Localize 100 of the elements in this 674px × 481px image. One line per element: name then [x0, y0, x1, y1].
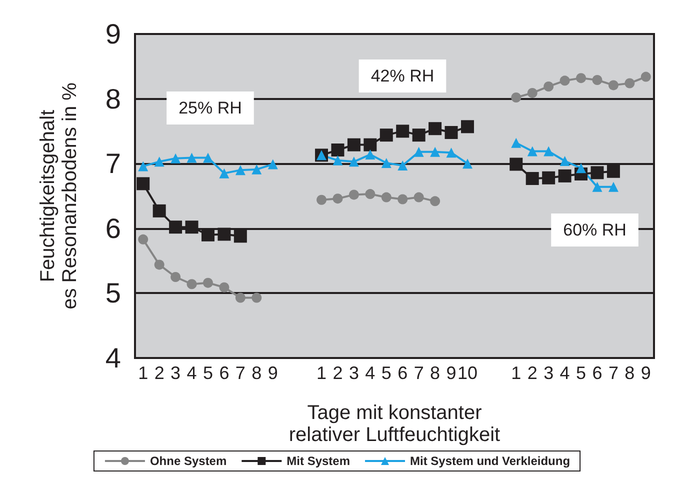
- point: [316, 194, 327, 205]
- x-tick-label: 9: [640, 363, 651, 383]
- point: [235, 292, 246, 303]
- x-tick-label: 4: [186, 363, 197, 383]
- point: [252, 164, 262, 174]
- point: [348, 156, 359, 167]
- point: [430, 146, 440, 157]
- x-tick-label: 7: [235, 363, 246, 383]
- point: [428, 122, 442, 136]
- x-tick-label: 1: [138, 363, 148, 383]
- point: [348, 190, 359, 200]
- x-tick-label: 4: [365, 363, 376, 383]
- x-tick-label: 1: [316, 363, 327, 383]
- point: [365, 150, 376, 160]
- x-tick-label: 7: [414, 363, 424, 383]
- annotation: 42% RH: [370, 66, 434, 86]
- x-tick-label: 8: [430, 363, 440, 383]
- point: [235, 165, 246, 176]
- x-axis-title: Tage mit konstanter relativer Luftfeuchtigkeit: [288, 402, 501, 446]
- point: [544, 146, 554, 156]
- point: [364, 138, 377, 152]
- point: [252, 292, 262, 303]
- point: [136, 177, 150, 190]
- point: [365, 189, 376, 200]
- x-tick-label: 3: [544, 363, 554, 383]
- y-tick-label: 5: [105, 278, 121, 309]
- annotation: 25% RH: [178, 98, 242, 118]
- point: [511, 138, 522, 148]
- point: [380, 128, 393, 142]
- x-tick-label: 5: [202, 363, 213, 383]
- point: [234, 230, 247, 243]
- point: [527, 88, 538, 98]
- point: [170, 272, 181, 282]
- point: [558, 169, 572, 182]
- x-tick-label: 6: [398, 363, 408, 383]
- point: [332, 155, 343, 166]
- point: [218, 228, 231, 241]
- x-tick-label: 3: [348, 363, 359, 383]
- point: [590, 166, 604, 180]
- point: [608, 80, 618, 90]
- point: [398, 194, 408, 204]
- point: [185, 220, 198, 234]
- point: [219, 168, 230, 178]
- x-tick-label: 8: [252, 363, 262, 383]
- y-tick-label: 6: [105, 212, 121, 244]
- x-tick-label: 5: [576, 363, 586, 383]
- point: [430, 196, 440, 206]
- point: [640, 72, 651, 82]
- point: [186, 152, 197, 163]
- point: [414, 192, 424, 202]
- x-tick-label: 5: [381, 363, 392, 383]
- point: [462, 158, 472, 169]
- point: [154, 260, 164, 270]
- x-tick-label: 2: [154, 363, 164, 383]
- x-tick-label: 2: [332, 363, 343, 383]
- point: [542, 171, 556, 184]
- point: [186, 279, 197, 290]
- point: [510, 158, 523, 171]
- point: [152, 204, 166, 218]
- point: [511, 92, 522, 102]
- legend-label: Mit System: [286, 454, 350, 468]
- x-tick-label: 9: [446, 363, 456, 383]
- point: [624, 78, 635, 88]
- point: [332, 194, 343, 204]
- y-tick-label: 7: [105, 148, 121, 180]
- point: [526, 172, 539, 186]
- point: [381, 192, 392, 202]
- legend-label: Mit System und Verkleidung: [410, 454, 570, 468]
- point: [201, 228, 214, 242]
- point: [381, 158, 392, 168]
- x-tick-label: 6: [219, 363, 230, 383]
- x-tick-label: 9: [268, 363, 278, 383]
- y-tick-label: 9: [105, 18, 121, 50]
- point: [138, 161, 148, 172]
- annotation: 60% RH: [563, 220, 626, 240]
- point: [331, 143, 344, 156]
- point: [592, 182, 602, 192]
- point: [544, 81, 554, 92]
- point: [138, 234, 148, 244]
- point: [608, 182, 618, 192]
- point: [606, 164, 620, 178]
- point: [202, 278, 213, 288]
- x-tick-label: 4: [560, 363, 570, 383]
- point: [412, 128, 426, 142]
- point: [398, 160, 408, 171]
- point: [202, 152, 213, 163]
- point: [560, 156, 570, 166]
- x-tick-label: 8: [624, 363, 635, 383]
- point: [219, 282, 230, 292]
- x-tick-label: 2: [527, 363, 538, 383]
- point: [576, 73, 586, 84]
- y-tick-label: 8: [105, 83, 121, 114]
- point: [154, 156, 164, 167]
- point: [592, 75, 602, 86]
- x-tick-label: 6: [592, 363, 602, 383]
- x-tick-label: 10: [457, 363, 478, 383]
- legend-label: Ohne System: [150, 454, 227, 468]
- point: [169, 220, 182, 234]
- point: [347, 138, 360, 152]
- point: [444, 126, 458, 139]
